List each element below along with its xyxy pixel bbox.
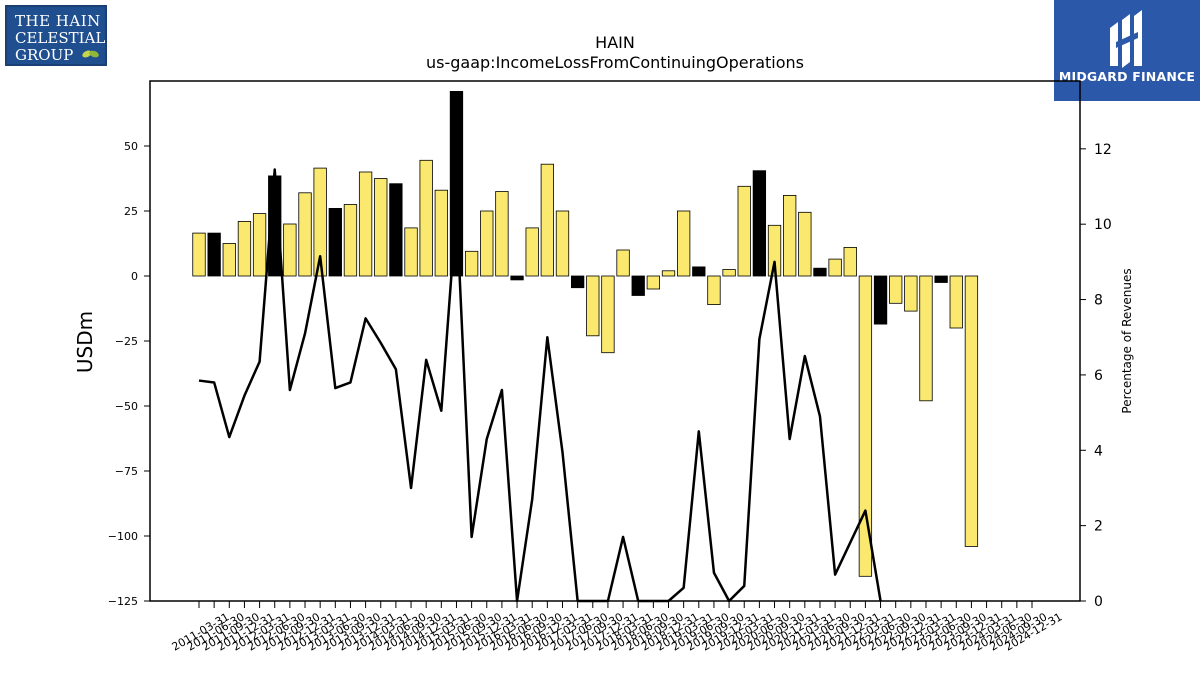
bar-2019-06-30 — [692, 266, 706, 277]
bar-2015-12-31 — [480, 210, 494, 277]
bar-2019-12-31 — [722, 269, 736, 277]
bar-2019-03-31 — [677, 210, 691, 277]
y-tick-label: −75 — [115, 465, 138, 478]
midgard-mark-icon — [1110, 10, 1142, 68]
bar-2021-03-31 — [798, 211, 812, 277]
y2-axis-label: Percentage of Revenues — [1120, 268, 1134, 413]
logo-line-3: GROUP — [15, 46, 74, 64]
y-tick-label: 0 — [131, 270, 138, 283]
bar-2022-12-31 — [904, 275, 918, 312]
y-tick-label: −50 — [115, 400, 138, 413]
bar-2015-06-30 — [449, 91, 464, 277]
bar-2011-12-31 — [237, 220, 252, 277]
leaf-icon — [82, 50, 99, 58]
bar-2013-09-30 — [343, 204, 358, 277]
bar-2023-06-30 — [934, 275, 948, 283]
chart-subtitle: us-gaap:IncomeLossFromContinuingOperatio… — [426, 53, 804, 72]
plot-frame — [149, 80, 1081, 602]
y-tick-label: −100 — [108, 530, 138, 543]
bar-2012-03-31 — [252, 213, 267, 277]
bar-2021-12-31 — [843, 246, 857, 277]
y2-tick-label: 2 — [1094, 519, 1103, 535]
bar-2012-09-30 — [283, 223, 297, 277]
bar-2016-09-30 — [525, 227, 539, 277]
bar-2011-09-30 — [222, 243, 236, 277]
bar-2012-12-31 — [298, 192, 312, 277]
bar-2022-06-30 — [873, 275, 888, 325]
y2-tick-label: 12 — [1094, 142, 1112, 158]
logo-line-1: THE HAIN — [15, 12, 101, 30]
bar-2023-12-31 — [964, 275, 979, 547]
bar-2020-03-31 — [737, 185, 751, 277]
bar-2014-03-31 — [374, 178, 388, 277]
bar-2016-06-30 — [510, 275, 524, 281]
bar-2022-09-30 — [889, 275, 903, 304]
bar-2011-06-30 — [207, 232, 221, 277]
bar-2013-12-31 — [358, 171, 373, 277]
bar-2020-06-30 — [752, 170, 767, 277]
hain-celestial-logo: THE HAIN CELESTIAL GROUP — [5, 5, 107, 66]
chart-title: HAIN — [595, 33, 635, 52]
bar-2017-06-30 — [570, 275, 585, 289]
y-axis-left: −125 −100 −75 −50 −25 0 25 50 — [108, 140, 150, 608]
midgard-finance-logo: MIDGARD FINANCE — [1054, 0, 1200, 101]
bar-2023-03-31 — [919, 275, 933, 402]
bar-2022-03-31 — [858, 275, 873, 577]
y2-tick-label: 8 — [1094, 293, 1103, 309]
bar-2017-03-31 — [555, 210, 570, 277]
bars-layer — [192, 91, 979, 577]
y-tick-label: 50 — [124, 140, 138, 153]
y2-tick-label: 10 — [1094, 217, 1112, 233]
bar-2011-03-31 — [192, 232, 206, 277]
pct-of-revenue-line — [198, 168, 882, 603]
x-axis: 2011-03-312011-06-302011-09-302011-12-31… — [170, 601, 1065, 654]
bar-2018-06-30 — [631, 275, 645, 296]
bar-2016-03-31 — [495, 191, 509, 277]
y2-tick-label: 0 — [1094, 594, 1103, 610]
bar-2021-06-30 — [813, 267, 827, 277]
bar-2015-03-31 — [434, 189, 448, 277]
bar-2023-09-30 — [949, 275, 963, 329]
logo-line-2: CELESTIAL — [15, 29, 106, 47]
brand-name: MIDGARD FINANCE — [1058, 69, 1196, 84]
bar-2013-06-30 — [328, 207, 342, 277]
bar-2020-12-31 — [783, 194, 797, 277]
y-axis-right: 0 2 4 6 8 10 12 — [1080, 142, 1112, 610]
y-axis-label: USDm — [73, 311, 97, 373]
y-tick-label: −25 — [115, 335, 138, 348]
bar-2014-09-30 — [404, 227, 418, 277]
bar-2021-09-30 — [828, 258, 842, 277]
bar-2013-03-31 — [313, 167, 327, 277]
y2-tick-label: 6 — [1094, 368, 1103, 384]
bar-2014-06-30 — [389, 183, 403, 277]
bar-2019-09-30 — [707, 275, 721, 306]
bar-2016-12-31 — [540, 163, 554, 277]
bar-2014-12-31 — [419, 159, 433, 277]
y-tick-label: −125 — [108, 595, 138, 608]
bar-2018-03-31 — [616, 249, 630, 277]
y-tick-label: 25 — [124, 205, 138, 218]
bar-2018-12-31 — [661, 270, 676, 277]
bar-2017-09-30 — [586, 275, 600, 337]
bar-2015-09-30 — [464, 250, 479, 277]
y2-tick-label: 4 — [1094, 443, 1103, 459]
bar-2017-12-31 — [601, 275, 615, 354]
bar-2018-09-30 — [646, 275, 661, 290]
